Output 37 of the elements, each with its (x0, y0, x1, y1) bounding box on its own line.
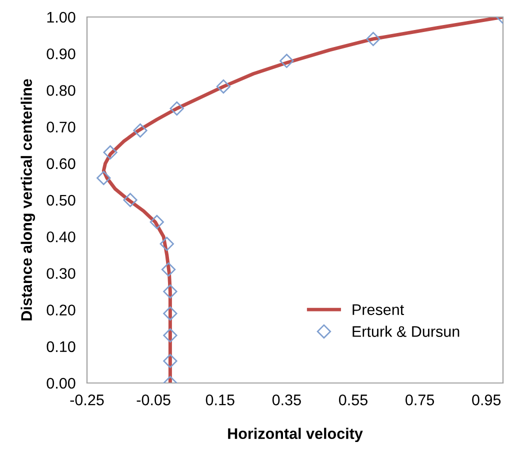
point (280, 54, 294, 68)
point (163, 328, 178, 342)
point (170, 101, 184, 116)
y-tick-label: 0.70 (46, 122, 76, 132)
point (163, 306, 178, 321)
x-tick-label: -0.05 (136, 394, 170, 406)
point (160, 236, 174, 251)
y-tick-label: 0.30 (46, 268, 76, 279)
y-tick-label: 0.50 (46, 194, 76, 206)
y-tick-label: 0.10 (46, 341, 76, 352)
y-tick-label: 0.60 (46, 158, 76, 170)
y-tick-label: 0.40 (46, 231, 76, 242)
x-tick-label: 0.35 (272, 394, 301, 406)
point (161, 262, 176, 277)
x-tick-label: -0.25 (70, 394, 104, 406)
point (216, 79, 231, 94)
point (133, 123, 148, 138)
x-tick-label: 0.95 (472, 394, 501, 406)
point (123, 192, 138, 208)
point (163, 354, 178, 368)
y-tick-label: 1.00 (47, 12, 76, 23)
x-tick-label: 0.15 (206, 394, 234, 406)
point (150, 214, 164, 230)
y-tick-label: 0.00 (46, 378, 76, 389)
y-tick-label: 0.20 (46, 304, 76, 316)
legend-label: Erturk & Dursun (352, 326, 460, 337)
x-tick-label: 0.55 (338, 394, 368, 406)
x-axis-title: Horizontal velocity (228, 428, 363, 442)
point (103, 145, 118, 160)
y-axis-title: Distance along vertical centerline (20, 79, 36, 320)
point (96, 170, 111, 186)
point (366, 32, 380, 46)
y-tick-label: 0.90 (46, 48, 76, 60)
legend-label: Present (352, 304, 404, 316)
y-tick-label: 0.80 (46, 85, 76, 96)
x-tick-label: 0.75 (406, 394, 434, 406)
point (163, 284, 178, 299)
